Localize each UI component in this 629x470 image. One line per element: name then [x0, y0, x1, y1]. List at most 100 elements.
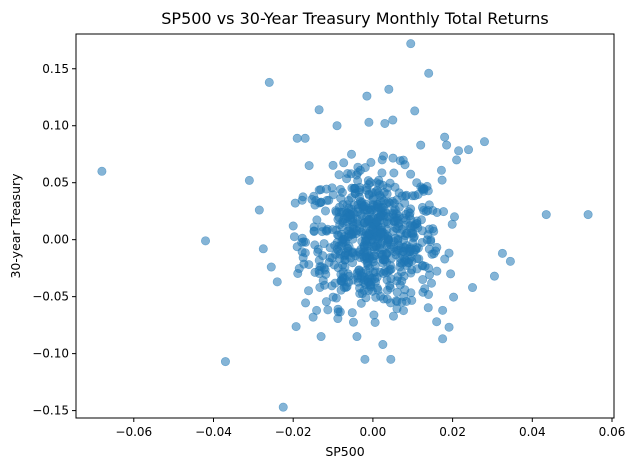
data-point — [288, 221, 298, 231]
data-point — [313, 244, 323, 254]
data-point — [391, 223, 401, 233]
data-point — [479, 137, 489, 147]
data-point — [369, 310, 379, 320]
data-point — [360, 354, 370, 364]
data-point — [583, 210, 593, 220]
data-point — [442, 140, 452, 150]
data-point — [264, 77, 274, 87]
data-point — [464, 145, 474, 155]
data-point — [310, 267, 320, 277]
y-axis-label: 30-year Treasury — [8, 173, 23, 279]
data-point — [323, 224, 333, 234]
data-point — [382, 285, 392, 295]
data-point — [384, 212, 394, 222]
data-point — [308, 312, 318, 322]
data-point — [423, 206, 433, 216]
data-point — [97, 166, 107, 176]
data-point — [334, 230, 344, 240]
data-point — [319, 239, 329, 249]
data-point — [376, 239, 386, 249]
data-point — [426, 235, 436, 245]
x-tick-label: 0.06 — [599, 425, 626, 439]
data-point — [370, 317, 380, 327]
data-point — [416, 140, 426, 150]
data-point — [417, 226, 427, 236]
data-point — [342, 174, 352, 184]
data-point — [364, 117, 374, 127]
data-point — [334, 170, 344, 180]
data-point — [361, 293, 371, 303]
data-point — [362, 258, 372, 268]
data-point — [395, 254, 405, 264]
y-tick-label: −0.15 — [32, 404, 69, 418]
data-point — [339, 158, 349, 168]
data-point — [368, 195, 378, 205]
data-point — [374, 179, 384, 189]
data-point — [291, 322, 301, 332]
plot-frame — [75, 33, 615, 419]
x-tick-label: 0.04 — [519, 425, 546, 439]
data-point — [323, 305, 333, 315]
data-point — [292, 133, 302, 143]
data-point — [322, 195, 332, 205]
data-point — [384, 84, 394, 94]
data-point — [429, 226, 439, 236]
data-point — [449, 212, 459, 222]
data-point — [266, 262, 276, 272]
data-point — [432, 266, 442, 276]
data-point — [406, 223, 416, 233]
data-point — [405, 247, 415, 257]
data-point — [447, 219, 457, 229]
data-point — [258, 244, 268, 254]
chart-title: SP500 vs 30-Year Treasury Monthly Total … — [161, 9, 548, 28]
data-point — [414, 254, 424, 264]
data-point — [444, 248, 454, 258]
data-point — [385, 178, 395, 188]
data-point — [380, 118, 390, 128]
data-point — [272, 277, 282, 287]
data-point — [388, 115, 398, 125]
data-point — [359, 242, 369, 252]
data-point — [389, 206, 399, 216]
data-point — [360, 201, 370, 211]
data-point — [505, 256, 515, 266]
data-point — [406, 288, 416, 298]
data-point — [427, 278, 437, 288]
data-point — [386, 264, 396, 274]
data-point — [336, 193, 346, 203]
data-point — [444, 322, 454, 332]
data-point — [541, 210, 551, 220]
data-point — [394, 240, 404, 250]
data-point — [427, 249, 437, 259]
data-point — [359, 285, 369, 295]
data-point — [289, 232, 299, 242]
data-point — [366, 157, 376, 167]
data-point — [452, 155, 462, 165]
data-point — [201, 236, 211, 246]
data-point — [386, 354, 396, 364]
data-point — [382, 294, 392, 304]
data-point — [352, 332, 362, 342]
data-point — [335, 184, 345, 194]
data-point — [314, 105, 324, 115]
data-point — [449, 292, 459, 302]
data-point — [388, 311, 398, 321]
data-point — [350, 183, 360, 193]
data-point — [399, 271, 409, 281]
data-point — [316, 332, 326, 342]
data-point — [392, 297, 402, 307]
data-point — [348, 234, 358, 244]
data-point — [437, 175, 447, 185]
x-tick-label: −0.02 — [275, 425, 312, 439]
data-point — [314, 198, 324, 208]
data-point — [406, 169, 416, 179]
data-point — [410, 106, 420, 116]
data-point — [297, 233, 307, 243]
data-point — [446, 269, 456, 279]
data-point — [468, 283, 478, 293]
data-point — [388, 153, 398, 163]
data-point — [342, 282, 352, 292]
data-point — [366, 280, 376, 290]
x-axis-label: SP500 — [325, 444, 364, 459]
data-point — [394, 188, 404, 198]
